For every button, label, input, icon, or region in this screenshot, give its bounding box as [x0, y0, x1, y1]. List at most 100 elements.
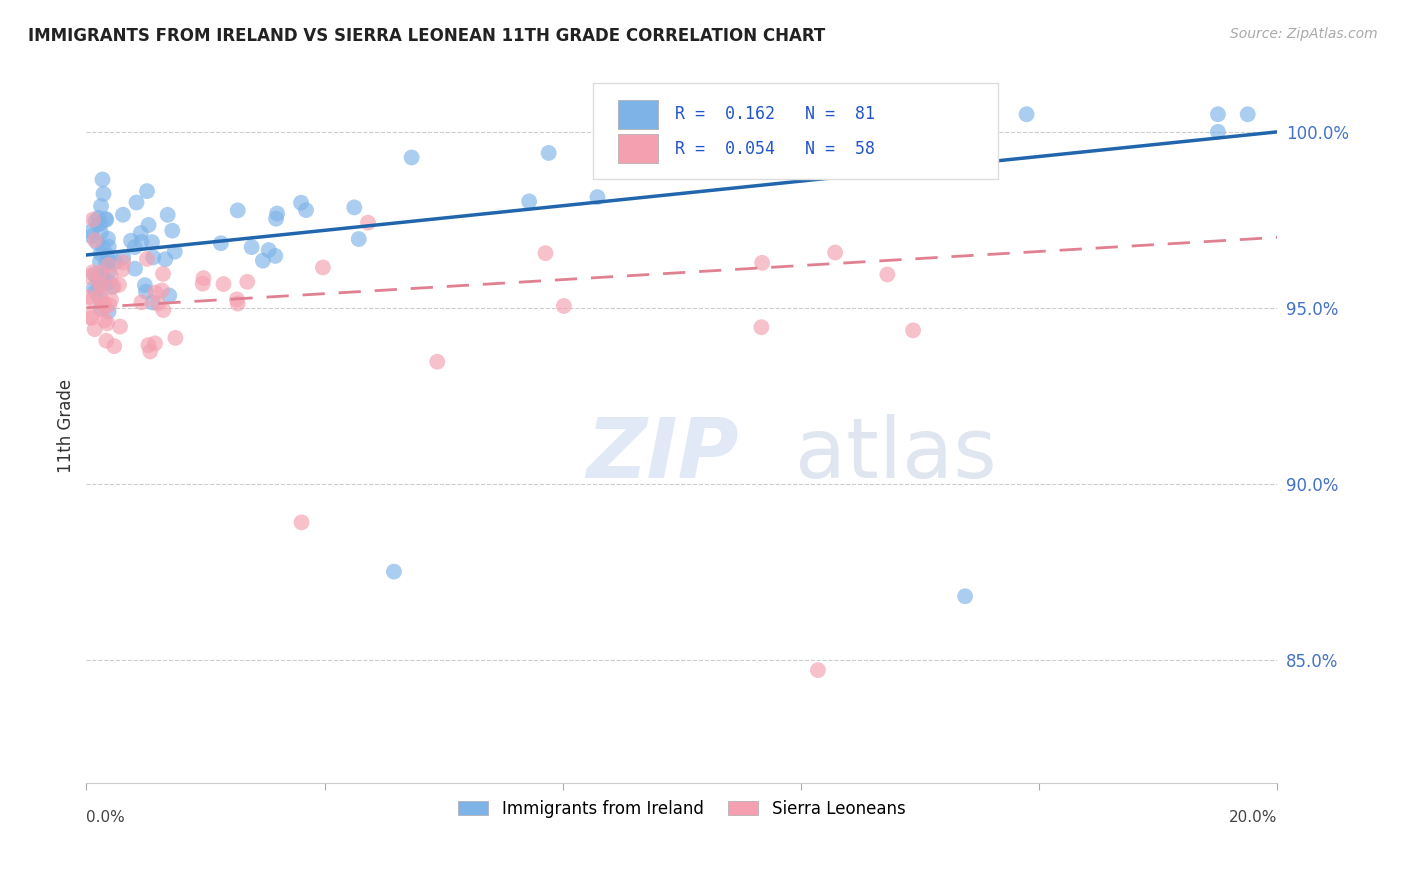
Point	[94, 212, 117, 227]
FancyBboxPatch shape	[592, 83, 997, 179]
Point	[751, 320, 773, 334]
Point	[112, 251, 135, 265]
Point	[84, 214, 107, 228]
Point	[226, 203, 249, 218]
Point	[145, 285, 167, 300]
Point	[90, 290, 112, 304]
Point	[936, 112, 959, 126]
Point	[630, 164, 652, 178]
Point	[86, 269, 108, 284]
Point	[131, 235, 153, 249]
Point	[93, 241, 115, 255]
Point	[236, 275, 259, 289]
Point	[103, 339, 125, 353]
Point	[91, 269, 114, 284]
Text: R =  0.162   N =  81: R = 0.162 N = 81	[675, 105, 875, 123]
Point	[1015, 107, 1038, 121]
Point	[108, 277, 131, 292]
Point	[79, 290, 101, 304]
Point	[264, 249, 287, 263]
FancyBboxPatch shape	[617, 134, 658, 163]
Point	[264, 211, 287, 226]
Text: IMMIGRANTS FROM IRELAND VS SIERRA LEONEAN 11TH GRADE CORRELATION CHART: IMMIGRANTS FROM IRELAND VS SIERRA LEONEA…	[28, 27, 825, 45]
Point	[143, 336, 166, 351]
Point	[112, 255, 135, 269]
Point	[82, 212, 104, 227]
Point	[134, 278, 156, 293]
Point	[93, 277, 115, 291]
Point	[138, 338, 160, 352]
Point	[96, 256, 118, 270]
Point	[165, 331, 187, 345]
Point	[156, 208, 179, 222]
Point	[257, 243, 280, 257]
Point	[96, 334, 118, 348]
Point	[146, 296, 169, 310]
Point	[87, 211, 110, 225]
Point	[83, 268, 105, 282]
Point	[426, 355, 449, 369]
Point	[290, 195, 312, 210]
Point	[586, 190, 609, 204]
Text: R =  0.054   N =  58: R = 0.054 N = 58	[675, 139, 875, 158]
Point	[534, 246, 557, 260]
Point	[80, 311, 103, 326]
Point	[96, 212, 118, 227]
Point	[290, 516, 312, 530]
Point	[97, 304, 120, 318]
Point	[163, 244, 186, 259]
Point	[96, 316, 118, 330]
Point	[100, 268, 122, 283]
Point	[129, 226, 152, 240]
Point	[94, 313, 117, 327]
Point	[751, 256, 773, 270]
Point	[226, 296, 249, 310]
Point	[142, 295, 165, 310]
Point	[82, 265, 104, 279]
Point	[252, 253, 274, 268]
Point	[90, 217, 112, 231]
Point	[142, 251, 165, 265]
Point	[138, 218, 160, 232]
Point	[193, 271, 215, 285]
Point	[104, 255, 127, 269]
Point	[90, 280, 112, 294]
Point	[295, 203, 318, 218]
Point	[517, 194, 540, 209]
Point	[90, 199, 112, 213]
Point	[312, 260, 335, 275]
Point	[155, 252, 177, 267]
Point	[678, 145, 700, 160]
Point	[141, 235, 163, 249]
Point	[111, 262, 134, 277]
Point	[83, 322, 105, 336]
Text: Source: ZipAtlas.com: Source: ZipAtlas.com	[1230, 27, 1378, 41]
Point	[157, 288, 180, 302]
Point	[89, 255, 111, 269]
Point	[131, 295, 153, 310]
Point	[876, 268, 898, 282]
Point	[1206, 125, 1229, 139]
Point	[901, 323, 924, 337]
Legend: Immigrants from Ireland, Sierra Leoneans: Immigrants from Ireland, Sierra Leoneans	[451, 793, 912, 824]
Point	[1236, 107, 1258, 121]
Text: ZIP: ZIP	[586, 414, 740, 495]
Point	[191, 277, 214, 291]
Point	[90, 226, 112, 240]
Point	[266, 206, 288, 220]
Text: atlas: atlas	[794, 414, 997, 495]
Point	[80, 229, 103, 244]
Point	[79, 310, 101, 324]
Point	[953, 589, 976, 603]
Point	[108, 319, 131, 334]
Point	[93, 297, 115, 311]
Point	[152, 267, 174, 281]
Point	[87, 277, 110, 291]
Point	[347, 232, 370, 246]
Point	[212, 277, 235, 291]
Point	[90, 301, 112, 316]
Point	[136, 252, 159, 266]
Point	[120, 234, 142, 248]
Point	[80, 225, 103, 239]
Point	[100, 293, 122, 307]
